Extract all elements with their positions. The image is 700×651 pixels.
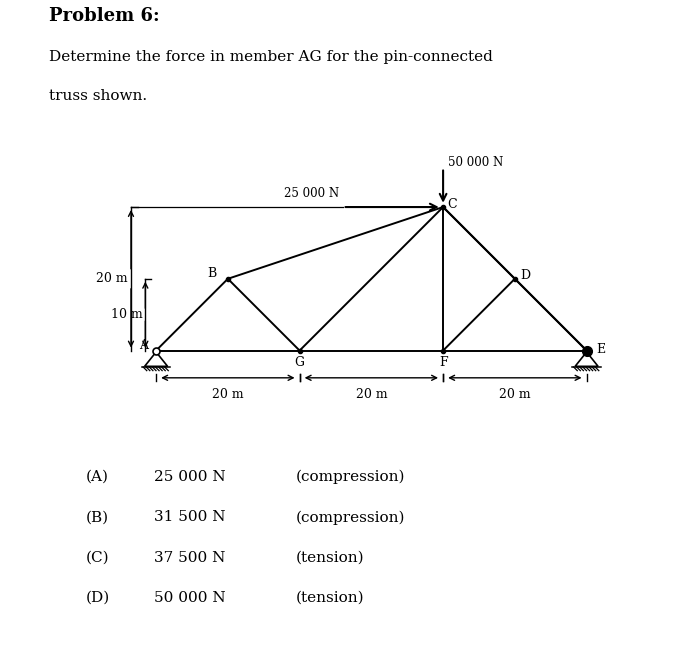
- Text: (compression): (compression): [295, 510, 405, 525]
- Text: 25 000 N: 25 000 N: [284, 187, 339, 200]
- Text: D: D: [521, 269, 531, 282]
- Text: (C): (C): [86, 551, 110, 564]
- Text: 25 000 N: 25 000 N: [154, 470, 225, 484]
- Text: 20 m: 20 m: [212, 388, 244, 401]
- Text: 10 m: 10 m: [111, 308, 144, 321]
- Text: E: E: [596, 342, 606, 355]
- Text: (A): (A): [86, 470, 109, 484]
- Text: (compression): (compression): [295, 470, 405, 484]
- Text: F: F: [439, 355, 447, 368]
- Text: Determine the force in member AG for the pin-connected: Determine the force in member AG for the…: [49, 50, 493, 64]
- Text: 37 500 N: 37 500 N: [154, 551, 225, 564]
- Text: truss shown.: truss shown.: [49, 89, 147, 103]
- Text: 50 000 N: 50 000 N: [154, 591, 225, 605]
- Text: Problem 6:: Problem 6:: [49, 7, 160, 25]
- Text: C: C: [447, 199, 456, 212]
- Text: 31 500 N: 31 500 N: [154, 510, 225, 524]
- Text: (B): (B): [86, 510, 109, 524]
- Text: (tension): (tension): [295, 591, 364, 605]
- Text: G: G: [295, 355, 304, 368]
- Text: A: A: [139, 339, 148, 352]
- Text: (tension): (tension): [295, 551, 364, 564]
- Text: B: B: [207, 268, 217, 281]
- Text: 20 m: 20 m: [356, 388, 387, 401]
- Text: 20 m: 20 m: [499, 388, 531, 401]
- Text: 20 m: 20 m: [96, 272, 127, 285]
- Text: (D): (D): [86, 591, 110, 605]
- Text: 50 000 N: 50 000 N: [448, 156, 503, 169]
